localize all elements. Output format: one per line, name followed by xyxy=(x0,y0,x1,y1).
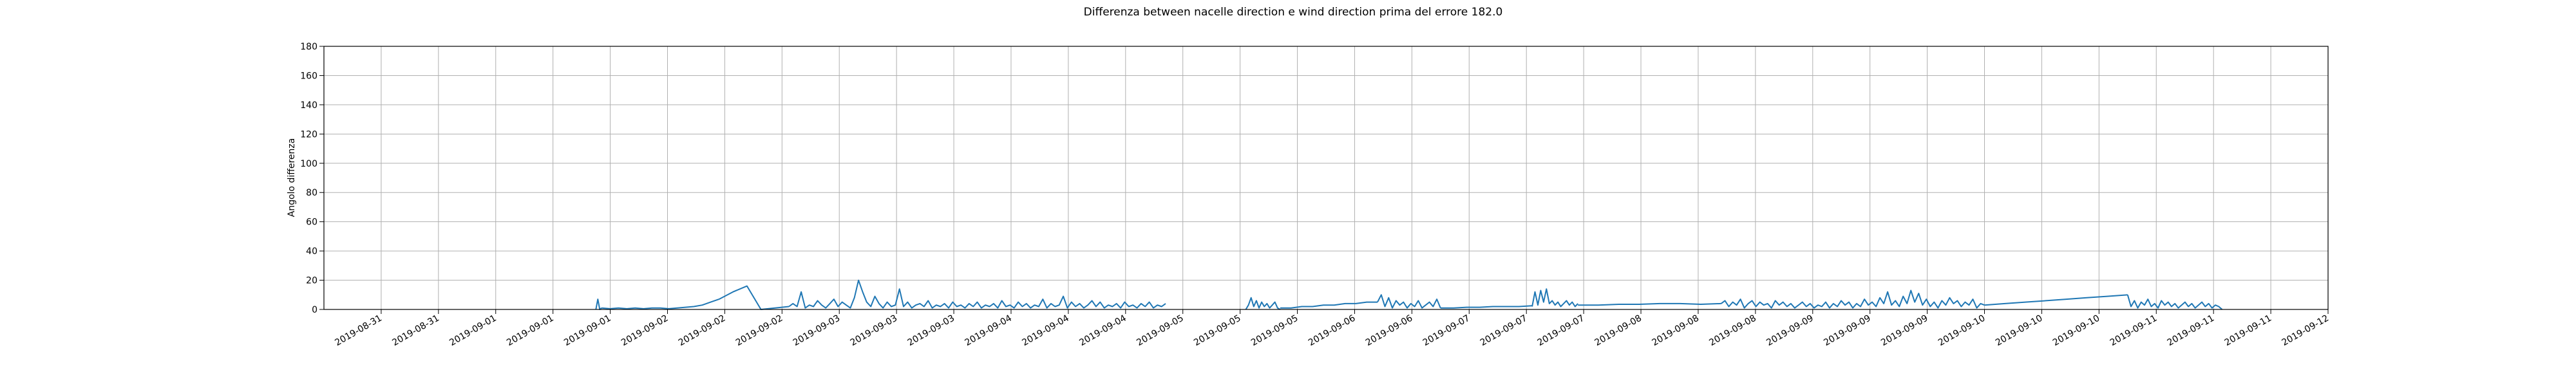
chart-title: Differenza between nacelle direction e w… xyxy=(1084,6,1503,19)
x-tick-label: 2019-09-03 xyxy=(906,313,956,349)
x-tick-label: 2019-08-31 xyxy=(333,313,383,349)
series-line-segment xyxy=(719,285,790,310)
x-axis: 2019-08-31 2019-08-31 2019-09-01 2019-09-01… xyxy=(333,309,2331,348)
x-tick-label: 2019-09-12 xyxy=(2280,313,2331,349)
x-tick-label: 2019-09-03 xyxy=(791,313,842,349)
y-tick-label: 100 xyxy=(300,159,317,169)
series-line-segment xyxy=(1720,290,1985,309)
x-tick-label: 2019-09-05 xyxy=(1192,313,1242,349)
y-tick-label: 0 xyxy=(312,305,317,315)
x-tick-label: 2019-09-04 xyxy=(1020,313,1071,349)
y-axis: 0 20 40 60 80 100 120 140 160 180 xyxy=(300,42,324,315)
x-tick-label: 2019-09-04 xyxy=(963,313,1014,349)
series-line-segment xyxy=(1440,305,1533,309)
series-line-segment xyxy=(1578,302,1721,306)
x-tick-label: 2019-09-03 xyxy=(849,313,899,349)
series-line-segment xyxy=(1377,294,1441,309)
y-tick-label: 20 xyxy=(306,276,317,286)
x-tick-label: 2019-09-08 xyxy=(1707,313,1757,349)
series-line-segment xyxy=(1984,294,2128,306)
x-tick-label: 2019-09-05 xyxy=(1135,313,1185,349)
x-tick-label: 2019-09-02 xyxy=(734,313,784,349)
y-tick-label: 160 xyxy=(300,71,317,81)
series-layer xyxy=(595,279,2223,310)
y-tick-label: 40 xyxy=(306,246,317,257)
x-tick-label: 2019-09-09 xyxy=(1879,313,1929,349)
x-tick-label: 2019-09-11 xyxy=(2166,313,2216,349)
y-tick-label: 140 xyxy=(300,100,317,111)
x-tick-label: 2019-09-07 xyxy=(1421,313,1472,349)
y-axis-label: Angolo differenza xyxy=(287,138,297,217)
x-tick-label: 2019-09-07 xyxy=(1536,313,1586,349)
x-tick-label: 2019-09-06 xyxy=(1364,313,1415,349)
series-line-segment xyxy=(1245,297,1281,310)
x-tick-label: 2019-09-06 xyxy=(1307,313,1358,349)
plot-frame xyxy=(323,46,2329,310)
x-tick-label: 2019-08-31 xyxy=(390,313,440,349)
series-line-segment xyxy=(595,299,602,310)
x-tick-label: 2019-09-01 xyxy=(448,313,498,349)
x-tick-label: 2019-09-10 xyxy=(1937,313,1987,349)
series-line-segment xyxy=(1280,301,1378,309)
x-tick-label: 2019-09-10 xyxy=(2051,313,2101,349)
y-tick-label: 180 xyxy=(300,42,317,52)
x-tick-label: 2019-09-10 xyxy=(1994,313,2044,349)
series-line-segment xyxy=(788,279,1166,309)
x-tick-label: 2019-09-11 xyxy=(2223,313,2273,349)
x-tick-label: 2019-09-01 xyxy=(562,313,612,349)
series-line-segment xyxy=(1531,288,1578,308)
x-tick-label: 2019-09-02 xyxy=(620,313,670,349)
x-tick-label: 2019-09-05 xyxy=(1249,313,1300,349)
x-tick-label: 2019-09-02 xyxy=(677,313,727,349)
y-tick-label: 80 xyxy=(306,188,317,198)
x-tick-label: 2019-09-09 xyxy=(1822,313,1872,349)
x-tick-label: 2019-09-07 xyxy=(1479,313,1529,349)
series-line-segment xyxy=(601,299,719,309)
x-tick-label: 2019-09-11 xyxy=(2108,313,2159,349)
x-tick-label: 2019-09-01 xyxy=(505,313,555,349)
series-line-segment xyxy=(2126,295,2223,310)
x-tick-label: 2019-09-04 xyxy=(1077,313,1128,349)
x-tick-label: 2019-09-08 xyxy=(1650,313,1700,349)
y-tick-label: 120 xyxy=(300,129,317,140)
y-tick-label: 60 xyxy=(306,217,317,228)
x-tick-label: 2019-09-08 xyxy=(1593,313,1643,349)
grid-layer xyxy=(324,46,2329,310)
x-tick-label: 2019-09-09 xyxy=(1765,313,1815,349)
